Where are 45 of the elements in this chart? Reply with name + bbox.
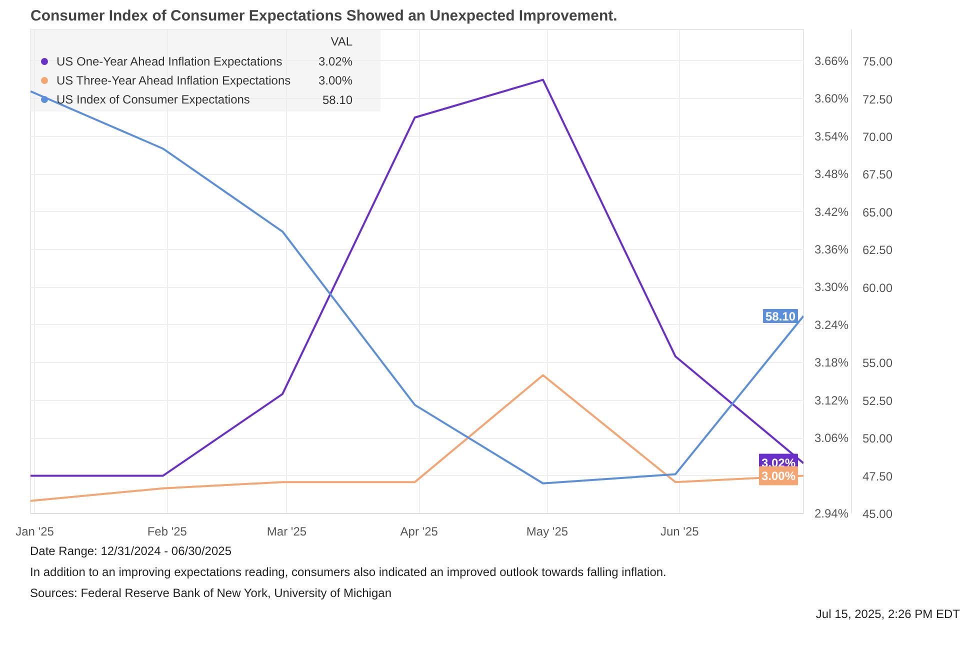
- y2-tick-label: 45.00: [862, 507, 893, 521]
- x-tick-label: May '25: [526, 524, 568, 538]
- y-tick-label: 3.12%: [814, 393, 849, 408]
- text: 3.00%: [318, 74, 353, 88]
- y2-tick-label: 47.50: [862, 469, 893, 484]
- x-tick-label: Apr '25: [400, 524, 438, 538]
- text: 58.10: [322, 93, 352, 107]
- y-tick-label: 3.42%: [814, 204, 849, 219]
- text: 3.02%: [318, 54, 353, 68]
- y-tick-label: 3.66%: [814, 54, 849, 68]
- y-tick-label: 3.18%: [814, 356, 849, 370]
- text: Date Range: 12/31/2024 - 06/30/2025: [30, 543, 232, 560]
- y-tick-label: 3.48%: [814, 167, 849, 182]
- x-tick-label: Jun '25: [660, 524, 700, 538]
- y2-tick-label: 70.00: [862, 130, 893, 144]
- line-series: [30, 374, 804, 502]
- y2-tick-label: 67.50: [862, 168, 893, 182]
- legend-label: US Index of Consumer Expectations: [56, 92, 250, 106]
- text: Jul 15, 2025, 2:26 PM EDT: [816, 606, 960, 624]
- legend-label: US Three-Year Ahead Inflation Expectations: [56, 74, 291, 88]
- y2-tick-label: 62.50: [862, 243, 893, 258]
- y2-tick-label: 52.50: [862, 394, 893, 408]
- x-tick-label: Feb '25: [147, 524, 188, 538]
- y-tick-label: 3.54%: [814, 129, 849, 144]
- y-tick-label: 3.06%: [814, 431, 849, 446]
- y-tick-label: 3.30%: [814, 280, 849, 294]
- legend-title: VAL: [330, 34, 353, 48]
- x-tick-label: Mar '25: [266, 524, 307, 538]
- y2-tick-label: 50.00: [862, 432, 893, 446]
- y2-tick-label: 75.00: [862, 54, 893, 69]
- y2-tick-label: 55.00: [862, 356, 893, 370]
- text: In addition to an improving expectations reading, consumers also indicated an improved outlook towards falling inflation.: [30, 564, 666, 582]
- data-label: 3.00%: [761, 468, 796, 483]
- legend-label: US One-Year Ahead Inflation Expectations: [56, 54, 282, 68]
- y-tick-label: 3.36%: [814, 242, 849, 256]
- y-tick-label: 3.24%: [814, 318, 849, 332]
- y-tick-label: 3.60%: [814, 92, 849, 106]
- source-note: Sources: Federal Reserve Bank of New York, University of Michigan: [30, 585, 392, 602]
- data-label: 58.10: [765, 309, 796, 324]
- y2-tick-label: 72.50: [862, 92, 893, 106]
- y2-tick-label: 60.00: [862, 280, 893, 295]
- y2-tick-label: 65.00: [862, 205, 893, 220]
- x-tick-label: Jan '25: [16, 524, 54, 538]
- chart-title: Consumer Index of Consumer Expectations Showed an Unexpected Improvement.: [30, 8, 618, 24]
- y-tick-label: 2.94%: [814, 506, 849, 520]
